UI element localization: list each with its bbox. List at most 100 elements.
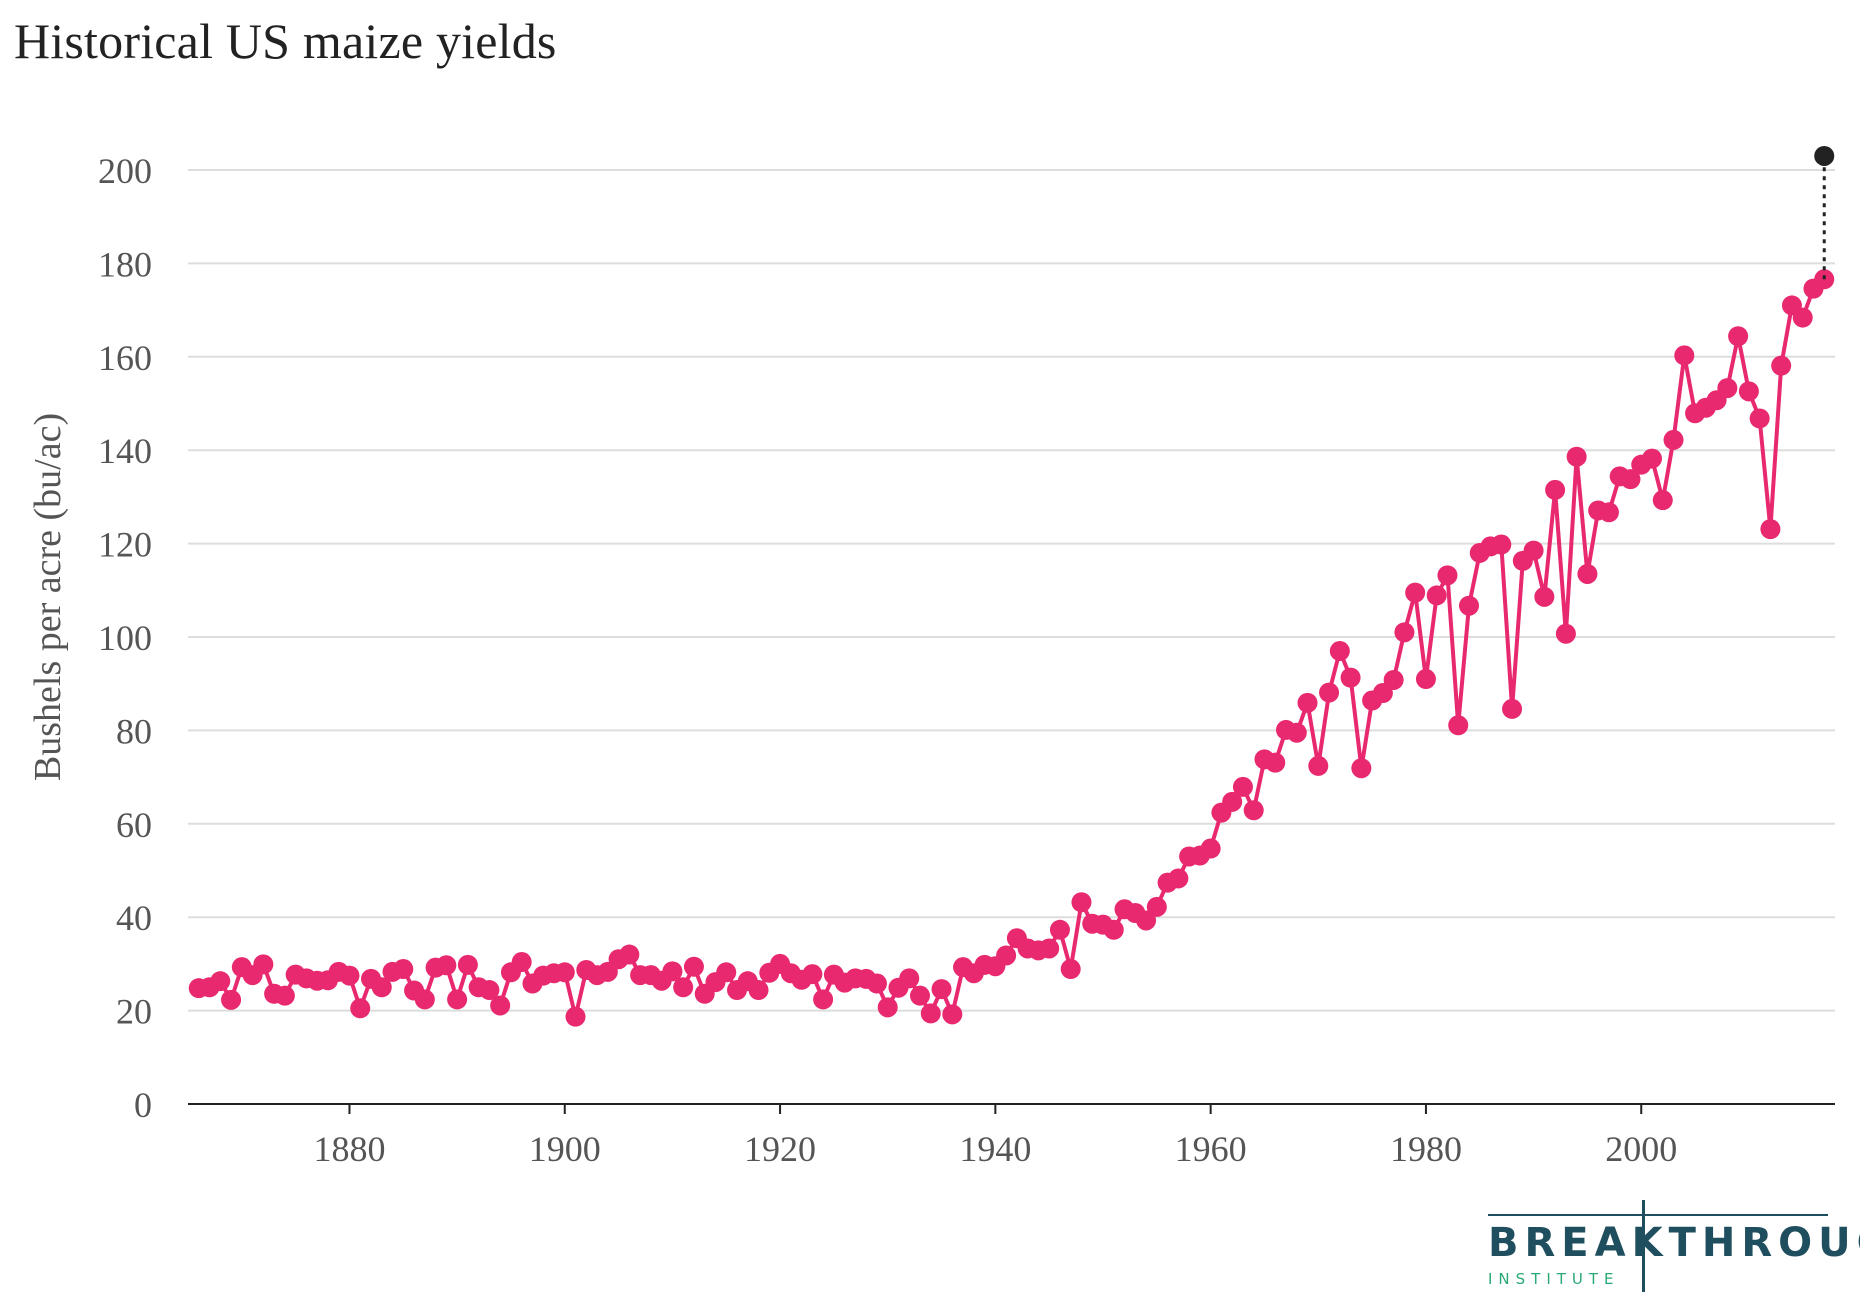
- data-point: [1351, 758, 1372, 779]
- data-point: [716, 962, 737, 983]
- data-point: [393, 959, 414, 980]
- data-point: [899, 968, 920, 989]
- chart-title: Historical US maize yields: [14, 13, 557, 69]
- x-tick-label: 1960: [1175, 1129, 1247, 1169]
- data-point: [1060, 959, 1081, 980]
- data-point: [1652, 490, 1673, 511]
- data-point: [931, 979, 952, 1000]
- data-point: [1039, 938, 1060, 959]
- data-point: [1383, 669, 1404, 690]
- data-point: [339, 965, 360, 986]
- x-tick-label: 2000: [1605, 1129, 1677, 1169]
- y-tick-label: 200: [98, 151, 152, 191]
- data-point: [1232, 776, 1253, 797]
- data-point: [1168, 868, 1189, 889]
- data-point: [253, 954, 274, 975]
- x-tick-label: 1980: [1390, 1129, 1462, 1169]
- data-point: [662, 961, 683, 982]
- data-point: [920, 1003, 941, 1024]
- y-tick-label: 140: [98, 431, 152, 471]
- x-axis-ticks: 1880 1900 1920 1940 1960 1980 2000: [313, 1104, 1677, 1169]
- data-point: [683, 956, 704, 977]
- data-point: [490, 995, 511, 1016]
- logo-subtitle: INSTITUTE: [1488, 1270, 1620, 1288]
- data-point: [619, 944, 640, 965]
- data-point: [1049, 919, 1070, 940]
- data-point: [1749, 408, 1770, 429]
- data-point: [1286, 722, 1307, 743]
- data-point: [1297, 692, 1318, 713]
- logo-bar: [1642, 1200, 1645, 1292]
- data-point: [1459, 595, 1479, 616]
- y-tick-label: 120: [98, 525, 152, 565]
- data-point: [1663, 429, 1684, 450]
- data-point: [221, 989, 242, 1010]
- projection-group: [1814, 145, 1835, 280]
- data-point: [1555, 623, 1576, 644]
- data-point: [1502, 698, 1523, 719]
- data-point: [457, 954, 478, 975]
- data-point: [1771, 355, 1792, 376]
- y-axis-label: Bushels per acre (bu/ac): [27, 413, 69, 781]
- data-point: [1426, 585, 1447, 606]
- data-point: [996, 945, 1017, 966]
- data-point: [1738, 381, 1759, 402]
- data-point: [479, 980, 500, 1001]
- data-point: [1319, 682, 1340, 703]
- data-point: [1405, 582, 1426, 603]
- data-point: [1222, 791, 1243, 812]
- data-point: [1598, 502, 1619, 523]
- x-tick-label: 1920: [744, 1129, 816, 1169]
- data-point: [565, 1006, 586, 1027]
- data-point: [1243, 800, 1264, 821]
- data-point: [1577, 563, 1598, 584]
- y-tick-label: 100: [98, 618, 152, 658]
- data-point: [1437, 565, 1458, 586]
- x-tick-label: 1880: [313, 1129, 385, 1169]
- y-tick-label: 20: [116, 992, 152, 1032]
- data-point: [1136, 910, 1157, 931]
- data-point: [447, 989, 468, 1010]
- data-point: [1146, 896, 1167, 917]
- data-point: [877, 997, 898, 1018]
- data-point: [1728, 326, 1749, 347]
- data-point: [942, 1004, 963, 1025]
- data-point: [1308, 755, 1329, 776]
- data-point: [414, 989, 435, 1010]
- y-axis-ticks: 0 20 40 60 80 100 120 140 160 180 200: [98, 151, 152, 1125]
- series-group: [188, 269, 1835, 1027]
- data-point: [866, 973, 887, 994]
- x-tick-label: 1900: [529, 1129, 601, 1169]
- data-point: [554, 962, 575, 983]
- data-point: [1329, 641, 1350, 662]
- data-point: [910, 985, 930, 1006]
- data-point: [1545, 479, 1566, 500]
- data-point: [274, 985, 295, 1006]
- data-point: [1491, 534, 1512, 555]
- data-point: [1642, 448, 1662, 469]
- data-point: [511, 952, 532, 973]
- y-tick-label: 40: [116, 898, 152, 938]
- data-point: [210, 971, 231, 992]
- gridlines: [188, 169, 1835, 1012]
- y-tick-label: 0: [134, 1085, 152, 1125]
- data-point: [350, 998, 371, 1019]
- data-point: [1200, 838, 1221, 859]
- data-point: [1717, 378, 1738, 399]
- y-tick-label: 80: [116, 711, 152, 751]
- data-point: [1566, 446, 1587, 467]
- data-point: [1103, 919, 1124, 940]
- data-point: [673, 977, 694, 998]
- series-line: [198, 277, 1826, 1019]
- data-point: [1340, 667, 1361, 688]
- data-point: [1394, 622, 1415, 643]
- data-point: [1448, 715, 1469, 736]
- data-point: [802, 964, 823, 985]
- data-point: [1523, 540, 1544, 561]
- projection-point: [1814, 145, 1835, 166]
- data-point: [1415, 669, 1436, 690]
- x-tick-label: 1940: [959, 1129, 1031, 1169]
- y-tick-label: 60: [116, 805, 152, 845]
- data-point: [813, 989, 834, 1010]
